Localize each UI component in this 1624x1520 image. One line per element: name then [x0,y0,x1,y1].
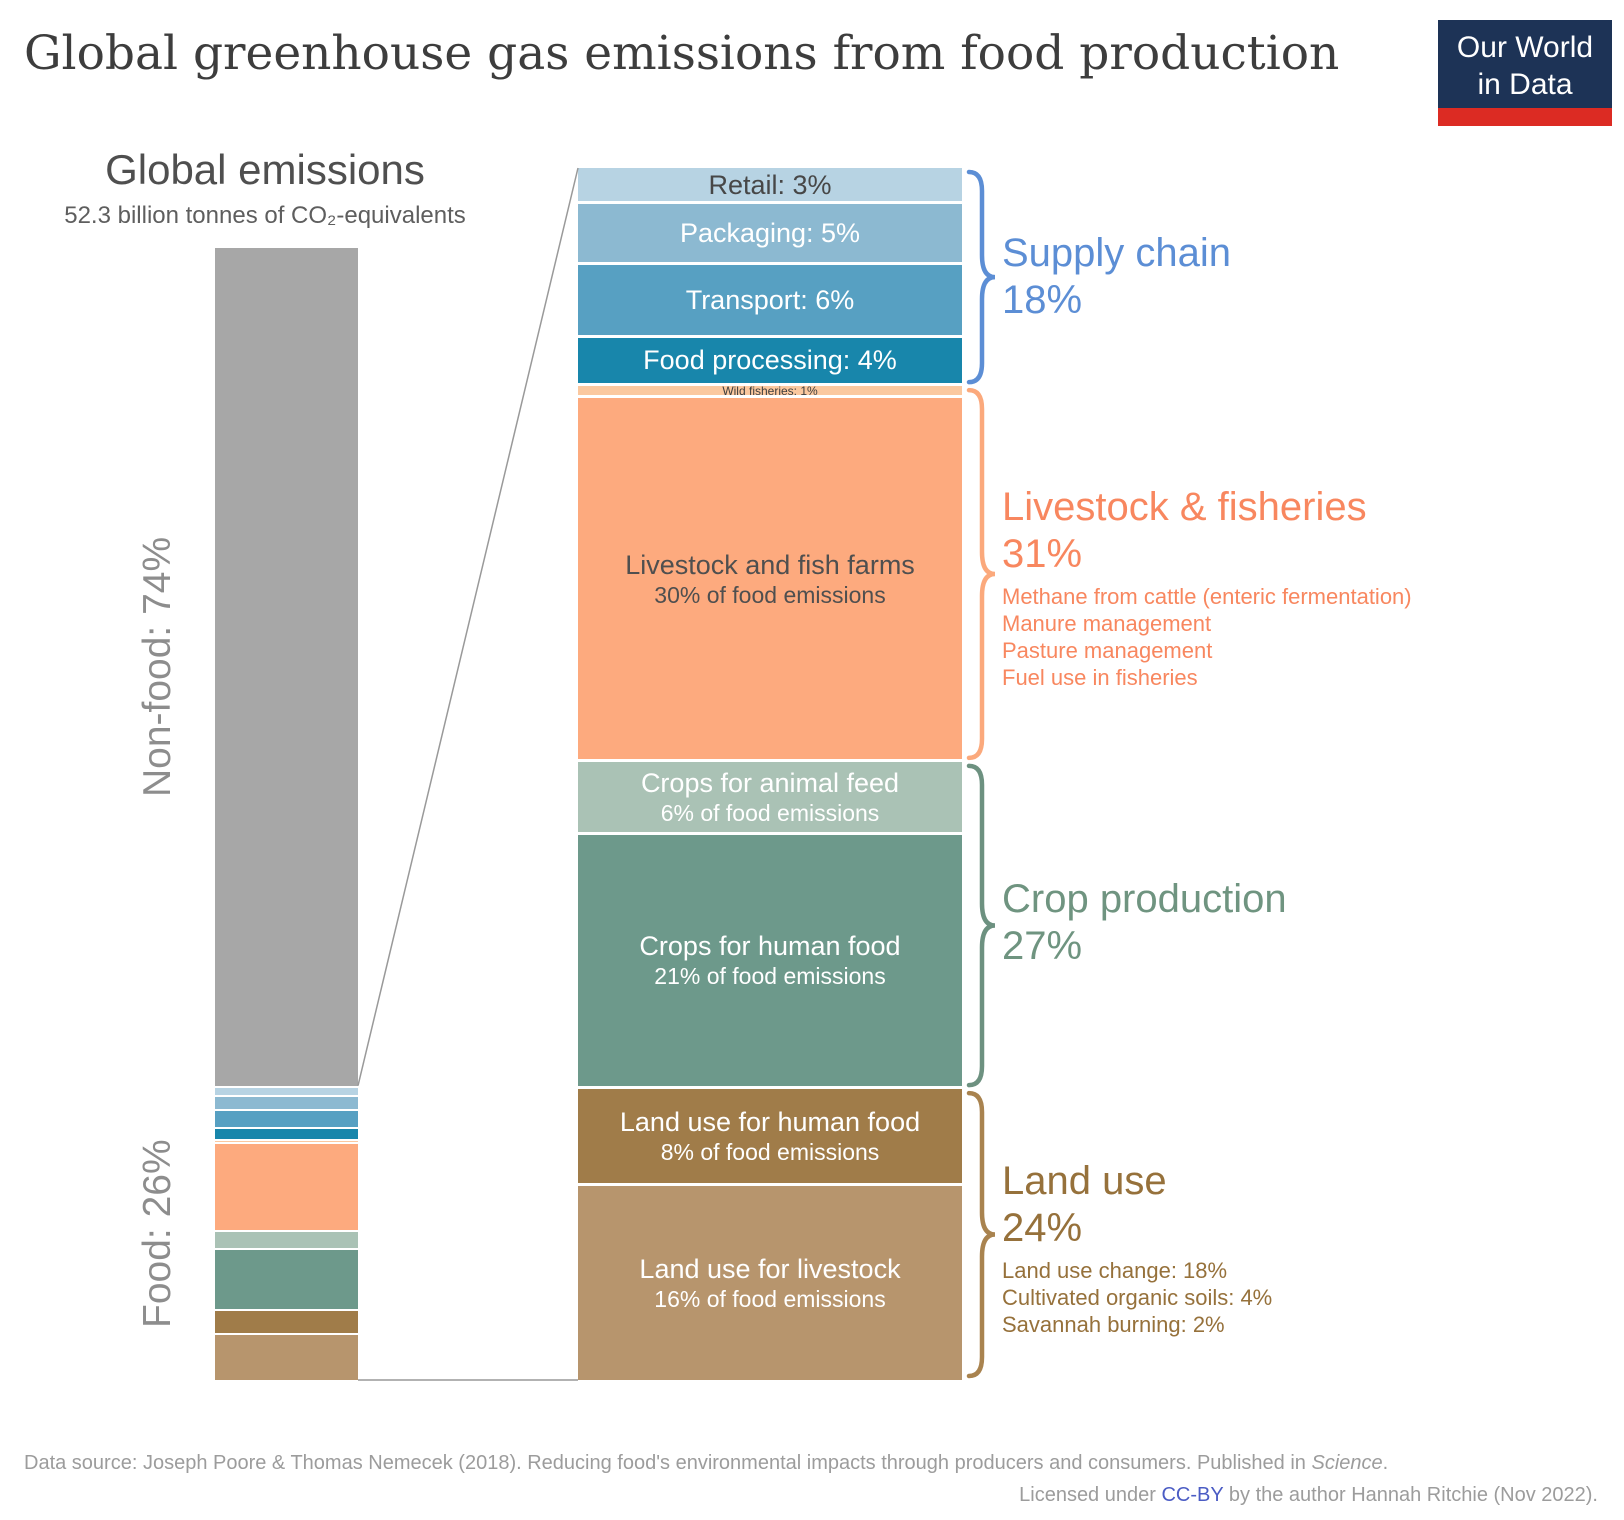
cc-by-link[interactable]: CC-BY [1161,1484,1224,1506]
global-emissions-bar [215,248,358,1380]
segment-label: Livestock and fish farms [625,549,915,580]
segment-transport: Transport: 6% [578,264,962,338]
owid-logo-line1: Our World [1456,31,1594,64]
license-text: Licensed under [1019,1484,1162,1506]
segment-label: Crops for human food [639,931,901,962]
segment-sublabel: 8% of food emissions [660,1139,880,1166]
group-label-land-use: Land use 24% Land use change: 18% Cultivate… [1002,1158,1617,1338]
segment-sublabel: 21% of food emissions [654,963,886,990]
source-text: Data source: Joseph Poore & Thomas Nemec… [24,1452,1312,1474]
food-axis-label: Food: 26% [136,1139,179,1328]
group-brace [966,763,996,1088]
owid-logo: Our World in Data [1438,20,1612,126]
mini-segment-wild-fisheries [215,1138,358,1142]
source-period: . [1382,1452,1389,1474]
segment-label: Wild fisheries: 1% [722,383,818,398]
group-name: Livestock & fisheries [1002,485,1367,529]
mini-segment-land-use-for-livestock [215,1332,358,1380]
group-brace [966,169,996,385]
mini-segment-livestock-and-fish-farms [215,1141,358,1230]
segment-sublabel: 16% of food emissions [654,1285,886,1312]
mini-segment-land-use-for-human-food [215,1309,358,1333]
mini-segment-food-processing [215,1126,358,1139]
group-brace [966,387,996,761]
non-food-axis-label: Non-food: 74% [136,536,179,798]
page-title: Global greenhouse gas emissions from foo… [24,26,1340,81]
group-sublabel: Cultivated organic soils: 4% [1002,1285,1273,1310]
owid-logo-red-stripe [1438,108,1612,126]
source-journal: Science [1311,1452,1383,1474]
mini-segment-packaging [215,1094,358,1110]
segment-label: Crops for animal feed [640,767,900,798]
group-label-livestock-fisheries: Livestock & fisheries 31% Methane from cat… [1002,484,1617,691]
group-sublabels: Methane from cattle (enteric fermentatio… [1002,583,1617,691]
segment-land-use-for-human-food: Land use for human food 8% of food emissi… [578,1089,962,1187]
global-emissions-heading: Global emissions [105,146,425,193]
mini-segment-crops-for-animal-feed [215,1229,358,1248]
global-emissions-subheading: 52.3 billion tonnes of CO₂-equivalents [64,202,466,229]
segment-label: Transport: 6% [685,284,855,315]
group-brace [966,1090,996,1379]
segment-sublabel: 6% of food emissions [660,799,880,826]
group-sublabel: Pasture management [1002,638,1213,663]
segment-food-processing: Food processing: 4% [578,337,962,387]
group-percentage: 24% [1002,1206,1083,1250]
group-sublabels: Land use change: 18% Cultivated organic s… [1002,1257,1617,1338]
group-sublabel: Land use change: 18% [1002,1258,1228,1283]
group-sublabel: Savannah burning: 2% [1002,1312,1225,1337]
segment-wild-fisheries: Wild fisheries: 1% [578,383,962,399]
segment-livestock-and-fish-farms: Livestock and fish farms 30% of food emis… [578,398,962,762]
group-label-crop-production: Crop production 27% [1002,876,1617,970]
group-name: Supply chain [1002,231,1232,275]
group-sublabel: Methane from cattle (enteric fermentatio… [1002,584,1412,609]
segment-crops-for-human-food: Crops for human food 21% of food emission… [578,834,962,1090]
segment-packaging: Packaging: 5% [578,204,962,265]
group-percentage: 27% [1002,924,1083,968]
license-note: Licensed under CC-BY by the author Hanna… [18,1484,1598,1507]
food-mini-segments [215,1085,358,1380]
group-percentage: 18% [1002,278,1083,322]
group-percentage: 31% [1002,532,1083,576]
license-author-text: by the author Hannah Ritchie (Nov 2022). [1223,1484,1598,1506]
group-name: Crop production [1002,877,1287,921]
group-name: Land use [1002,1159,1167,1203]
owid-logo-text: Our World in Data [1438,20,1612,103]
mini-segment-transport [215,1109,358,1127]
segment-retail: Retail: 3% [578,168,962,205]
segment-land-use-for-livestock: Land use for livestock 16% of food emissi… [578,1186,962,1380]
mini-segment-retail [215,1085,358,1095]
segment-label: Food processing: 4% [643,345,897,376]
group-sublabel: Fuel use in fisheries [1002,665,1198,690]
mini-segment-crops-for-human-food [215,1247,358,1310]
segment-sublabel: 30% of food emissions [654,581,886,608]
owid-logo-line2: in Data [1477,68,1573,101]
group-sublabel: Manure management [1002,611,1212,636]
non-food-segment [215,248,358,1086]
segment-label: Retail: 3% [708,169,832,200]
connector-line [357,167,579,1086]
segment-label: Land use for livestock [639,1253,901,1284]
segment-label: Land use for human food [619,1107,921,1138]
data-source-note: Data source: Joseph Poore & Thomas Nemec… [24,1452,1604,1475]
food-emissions-bar: Retail: 3% Packaging: 5% Transport: 6% Food… [578,168,962,1380]
segment-label: Packaging: 5% [679,218,861,249]
group-label-supply-chain: Supply chain 18% [1002,230,1617,324]
segment-crops-for-animal-feed: Crops for animal feed 6% of food emission… [578,761,962,835]
